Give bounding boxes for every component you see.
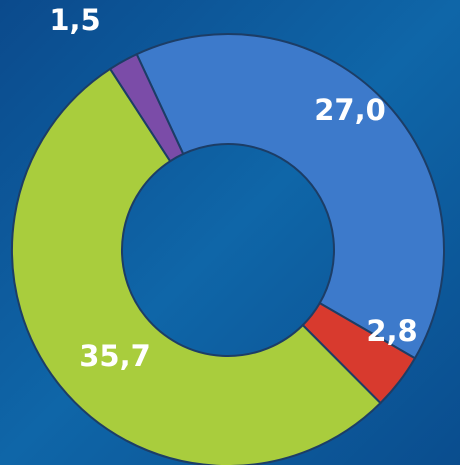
donut	[11, 33, 445, 465]
donut-slice	[135, 33, 445, 360]
data-label: 2,8	[366, 314, 417, 348]
donut-slice	[108, 52, 185, 163]
data-label: 35,7	[79, 339, 151, 373]
data-label: 27,0	[314, 93, 386, 127]
donut-slice	[11, 67, 382, 465]
labels: 27,0 2,8 35,7 1,5	[49, 3, 417, 373]
data-label: 1,5	[49, 3, 100, 37]
